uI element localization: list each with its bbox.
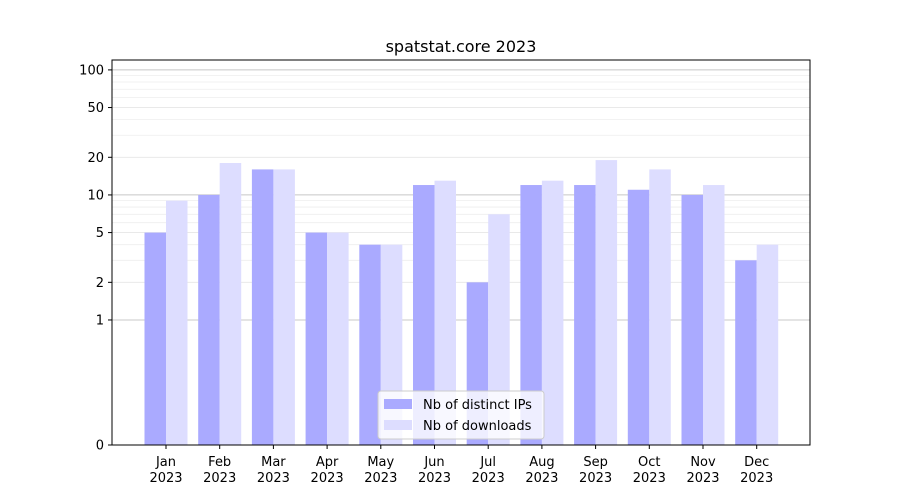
chart-title: spatstat.core 2023 [386, 37, 537, 56]
x-tick-label: 2023 [257, 471, 290, 486]
y-tick-label: 100 [79, 63, 104, 78]
x-tick-label: 2023 [472, 471, 505, 486]
bar-downloads [273, 169, 295, 445]
x-tick-label: 2023 [149, 471, 182, 486]
x-tick-label: 2023 [418, 471, 451, 486]
x-axis: Jan2023Feb2023Mar2023Apr2023May2023Jun20… [149, 445, 773, 486]
bar-distinct-ips [251, 169, 274, 445]
bar-downloads [166, 200, 188, 445]
y-tick-label: 1 [96, 313, 104, 328]
bar-distinct-ips [681, 194, 703, 445]
x-tick-label: Oct [638, 455, 660, 470]
x-tick-label: Jul [479, 455, 496, 470]
bar-distinct-ips [574, 185, 596, 445]
x-tick-label: Nov [690, 455, 716, 470]
x-tick-label: Sep [583, 455, 608, 470]
bar-downloads [649, 169, 671, 445]
legend-label: Nb of downloads [423, 419, 532, 434]
bar-downloads [219, 163, 242, 445]
bar-downloads [595, 160, 618, 445]
bar-distinct-ips [144, 232, 166, 445]
bar-downloads [703, 185, 725, 445]
x-tick-label: Mar [261, 455, 286, 470]
y-tick-label: 0 [96, 439, 104, 454]
x-tick-label: 2023 [364, 471, 397, 486]
x-tick-label: 2023 [686, 471, 719, 486]
bar-distinct-ips [735, 260, 757, 445]
bar-distinct-ips [305, 232, 328, 445]
x-tick-label: Jun [423, 455, 444, 470]
legend-swatch [384, 399, 412, 409]
x-tick-label: Dec [744, 455, 769, 470]
bar-downloads [541, 180, 564, 445]
x-tick-label: Apr [316, 455, 339, 470]
x-tick-label: Aug [529, 455, 554, 470]
x-tick-label: Jan [155, 455, 176, 470]
x-tick-label: 2023 [579, 471, 612, 486]
y-axis: 0 1 2 5 10 20 50 100 [79, 63, 112, 454]
plot-frame [111, 59, 811, 446]
x-tick-label: 2023 [203, 471, 236, 486]
y-tick-label: 20 [87, 151, 104, 166]
x-tick-label: 2023 [633, 471, 666, 486]
y-tick-label: 5 [96, 226, 104, 241]
x-tick-label: Feb [208, 455, 231, 470]
x-tick-label: 2023 [740, 471, 773, 486]
y-tick-label: 10 [87, 188, 104, 203]
y-tick-label: 50 [87, 101, 104, 116]
bar-distinct-ips [413, 185, 435, 445]
legend-label: Nb of distinct IPs [423, 398, 532, 413]
bar-distinct-ips [359, 244, 381, 445]
bar-distinct-ips [520, 185, 542, 445]
bar-downloads [488, 214, 510, 445]
bar-distinct-ips [198, 194, 220, 445]
x-tick-label: 2023 [311, 471, 344, 486]
legend: Nb of distinct IPs Nb of downloads [377, 390, 545, 440]
bar-downloads [327, 232, 349, 445]
legend-box [377, 390, 545, 440]
y-tick-label: 2 [96, 276, 104, 291]
bar-downloads [756, 244, 779, 445]
x-tick-label: 2023 [525, 471, 558, 486]
x-tick-label: May [367, 455, 394, 470]
legend-swatch [384, 420, 412, 430]
bar-downloads [434, 180, 456, 445]
bar-distinct-ips [627, 189, 650, 445]
